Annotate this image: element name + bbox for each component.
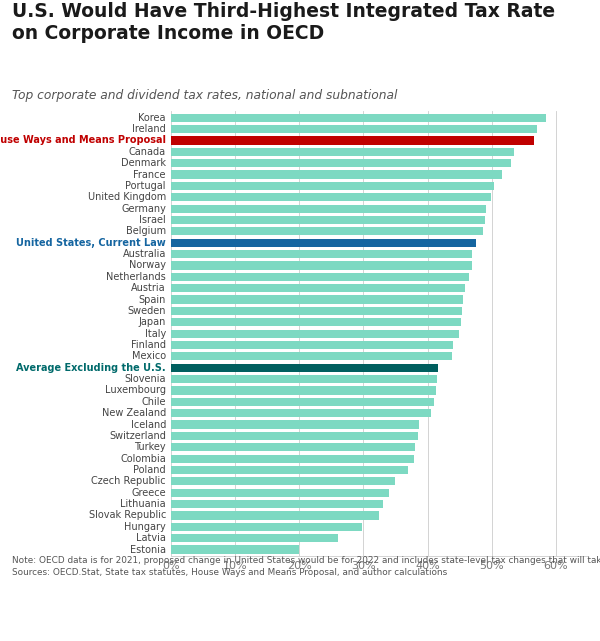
- Bar: [171, 171, 502, 179]
- Text: United States under House Ways and Means Proposal: United States under House Ways and Means…: [0, 135, 166, 146]
- Text: Estonia: Estonia: [130, 545, 166, 554]
- Text: Colombia: Colombia: [120, 454, 166, 463]
- Text: France: France: [133, 169, 166, 179]
- Text: Hungary: Hungary: [124, 522, 166, 532]
- Text: Poland: Poland: [133, 465, 166, 475]
- Text: Sweden: Sweden: [127, 306, 166, 316]
- Bar: [171, 262, 472, 270]
- Text: Israel: Israel: [139, 215, 166, 225]
- Text: Luxembourg: Luxembourg: [105, 385, 166, 395]
- Text: Latvia: Latvia: [136, 533, 166, 543]
- Bar: [171, 159, 511, 167]
- Bar: [171, 341, 453, 349]
- Text: Denmark: Denmark: [121, 158, 166, 168]
- Bar: [171, 228, 483, 235]
- Text: Japan: Japan: [139, 317, 166, 328]
- Bar: [171, 147, 514, 156]
- Bar: [171, 523, 362, 531]
- Bar: [171, 307, 461, 315]
- Text: Top corporate and dividend tax rates, national and subnational: Top corporate and dividend tax rates, na…: [12, 89, 397, 102]
- Bar: [171, 512, 379, 520]
- Bar: [171, 432, 418, 440]
- Bar: [171, 193, 491, 201]
- Bar: [171, 534, 338, 542]
- Text: Slovak Republic: Slovak Republic: [89, 510, 166, 520]
- Text: Switzerland: Switzerland: [109, 431, 166, 441]
- Bar: [171, 284, 466, 292]
- Bar: [171, 353, 452, 360]
- Text: Netherlands: Netherlands: [106, 272, 166, 282]
- Bar: [171, 182, 494, 190]
- Text: TAX FOUNDATION: TAX FOUNDATION: [9, 618, 141, 631]
- Text: Ireland: Ireland: [132, 124, 166, 134]
- Text: Czech Republic: Czech Republic: [91, 476, 166, 487]
- Text: Australia: Australia: [122, 249, 166, 259]
- Text: Iceland: Iceland: [131, 420, 166, 429]
- Text: Slovenia: Slovenia: [124, 374, 166, 384]
- Bar: [171, 420, 419, 429]
- Text: Mexico: Mexico: [132, 351, 166, 362]
- Text: Spain: Spain: [139, 295, 166, 304]
- Text: United Kingdom: United Kingdom: [88, 192, 166, 203]
- Text: Lithuania: Lithuania: [121, 499, 166, 509]
- Text: Germany: Germany: [121, 204, 166, 213]
- Bar: [171, 466, 409, 474]
- Text: Austria: Austria: [131, 283, 166, 293]
- Bar: [171, 318, 461, 326]
- Text: United States, Current Law: United States, Current Law: [16, 238, 166, 247]
- Bar: [171, 454, 413, 463]
- Text: Chile: Chile: [142, 397, 166, 407]
- Text: Belgium: Belgium: [126, 226, 166, 237]
- Text: Norway: Norway: [129, 260, 166, 271]
- Bar: [171, 488, 389, 497]
- Bar: [171, 397, 434, 406]
- Text: U.S. Would Have Third-Highest Integrated Tax Rate
on Corporate Income in OECD: U.S. Would Have Third-Highest Integrated…: [12, 2, 555, 44]
- Bar: [171, 545, 299, 554]
- Text: Note: OECD data is for 2021, proposed change in United States would be for 2022 : Note: OECD data is for 2021, proposed ch…: [12, 556, 600, 577]
- Text: Turkey: Turkey: [134, 442, 166, 453]
- Bar: [171, 363, 438, 372]
- Bar: [171, 409, 431, 417]
- Bar: [171, 238, 476, 247]
- Bar: [171, 329, 459, 338]
- Text: New Zealand: New Zealand: [102, 408, 166, 418]
- Bar: [171, 443, 415, 451]
- Text: Canada: Canada: [129, 147, 166, 157]
- Bar: [171, 113, 545, 122]
- Text: Korea: Korea: [139, 113, 166, 122]
- Bar: [171, 216, 485, 224]
- Bar: [171, 137, 534, 144]
- Text: Average Excluding the U.S.: Average Excluding the U.S.: [16, 363, 166, 372]
- Bar: [171, 387, 436, 395]
- Bar: [171, 250, 472, 258]
- Bar: [171, 296, 463, 304]
- Text: Finland: Finland: [131, 340, 166, 350]
- Text: @TaxFoundation: @TaxFoundation: [494, 618, 591, 631]
- Text: Italy: Italy: [145, 329, 166, 338]
- Bar: [171, 375, 437, 383]
- Bar: [171, 272, 469, 281]
- Bar: [171, 125, 536, 133]
- Text: Portugal: Portugal: [125, 181, 166, 191]
- Text: Greece: Greece: [131, 488, 166, 498]
- Bar: [171, 500, 383, 508]
- Bar: [171, 478, 395, 485]
- Bar: [171, 204, 486, 213]
